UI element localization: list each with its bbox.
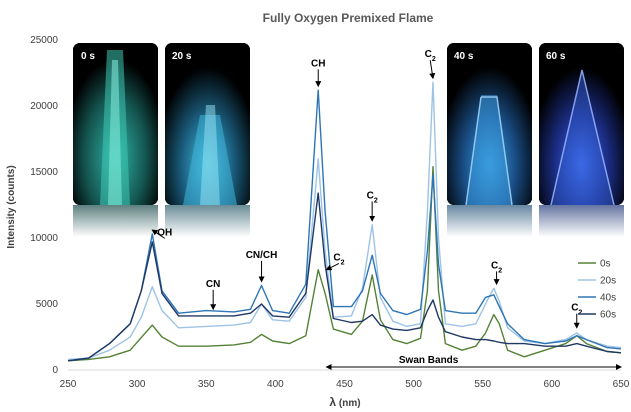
y-axis-label: Intensity (counts): [6, 165, 17, 248]
legend: 0s 20s 40s 60s: [578, 259, 616, 321]
y-tick-label: 15000: [30, 167, 58, 178]
legend-label-20s: 20s: [600, 276, 616, 287]
annotation-label: CN/CH: [246, 250, 278, 261]
x-tick-label: 550: [474, 379, 491, 390]
series-line-40s: [67, 89, 622, 362]
annotation-arrow: [429, 60, 436, 80]
x-tick-label: 650: [613, 379, 630, 390]
x-axis-label-symbol: λ: [329, 395, 336, 409]
annotation-arrow: [325, 262, 340, 271]
series-line-60s: [67, 192, 622, 362]
inset-20s: 20 s: [165, 43, 250, 237]
swan-bands-label: Swan Bands: [399, 355, 459, 366]
y-ticks: 0 5000 10000 15000 20000 25000: [30, 35, 58, 376]
y-tick-label: 25000: [30, 35, 58, 46]
chart-title: Fully Oxygen Premixed Flame: [263, 11, 434, 25]
inset-40s: 40 s: [447, 43, 532, 237]
x-tick-label: 300: [129, 379, 146, 390]
annotation-label: CN: [206, 279, 220, 290]
y-tick-label: 5000: [36, 299, 59, 310]
annotation-arrow: [151, 229, 166, 239]
x-ticks: 250 300 350 400 450 500 550 600 650: [60, 379, 630, 390]
annotation-label: C2: [367, 190, 378, 204]
inset-60s: 60 s: [539, 43, 624, 237]
x-tick-label: 600: [544, 379, 561, 390]
y-tick-label: 20000: [30, 101, 58, 112]
inset-label-40s: 40 s: [454, 51, 474, 62]
annotation-label: C2: [571, 303, 582, 317]
annotation-label: CH: [311, 58, 325, 69]
annotation-label: C2: [333, 252, 344, 266]
annotation-label: C2: [425, 49, 436, 63]
annotation-label: C2: [491, 260, 502, 274]
x-axis-label: λ (nm): [329, 395, 360, 409]
series-lines: [67, 81, 622, 362]
inset-label-0s: 0 s: [81, 51, 95, 62]
x-tick-label: 350: [198, 379, 215, 390]
series-line-0s: [67, 166, 622, 362]
annotations: OH CN CN/CH CH C2 C2 C2 C2 C2: [151, 49, 582, 329]
series-line-20s: [67, 81, 622, 361]
x-axis-label-unit: (nm): [336, 398, 360, 409]
legend-label-60s: 60s: [600, 310, 616, 321]
inset-0s: 0 s: [73, 43, 158, 237]
legend-label-40s: 40s: [600, 293, 616, 304]
annotation-label: OH: [157, 227, 172, 238]
y-tick-label: 0: [52, 365, 58, 376]
flame-insets: 0 s 20 s 40 s 60 s: [73, 43, 624, 237]
x-tick-label: 400: [267, 379, 284, 390]
legend-label-0s: 0s: [600, 259, 611, 270]
x-tick-label: 450: [336, 379, 353, 390]
x-tick-label: 250: [60, 379, 77, 390]
swan-bands: Swan Bands: [325, 355, 622, 370]
y-tick-label: 10000: [30, 233, 58, 244]
inset-label-20s: 20 s: [172, 51, 192, 62]
x-tick-label: 500: [405, 379, 422, 390]
inset-label-60s: 60 s: [546, 51, 566, 62]
